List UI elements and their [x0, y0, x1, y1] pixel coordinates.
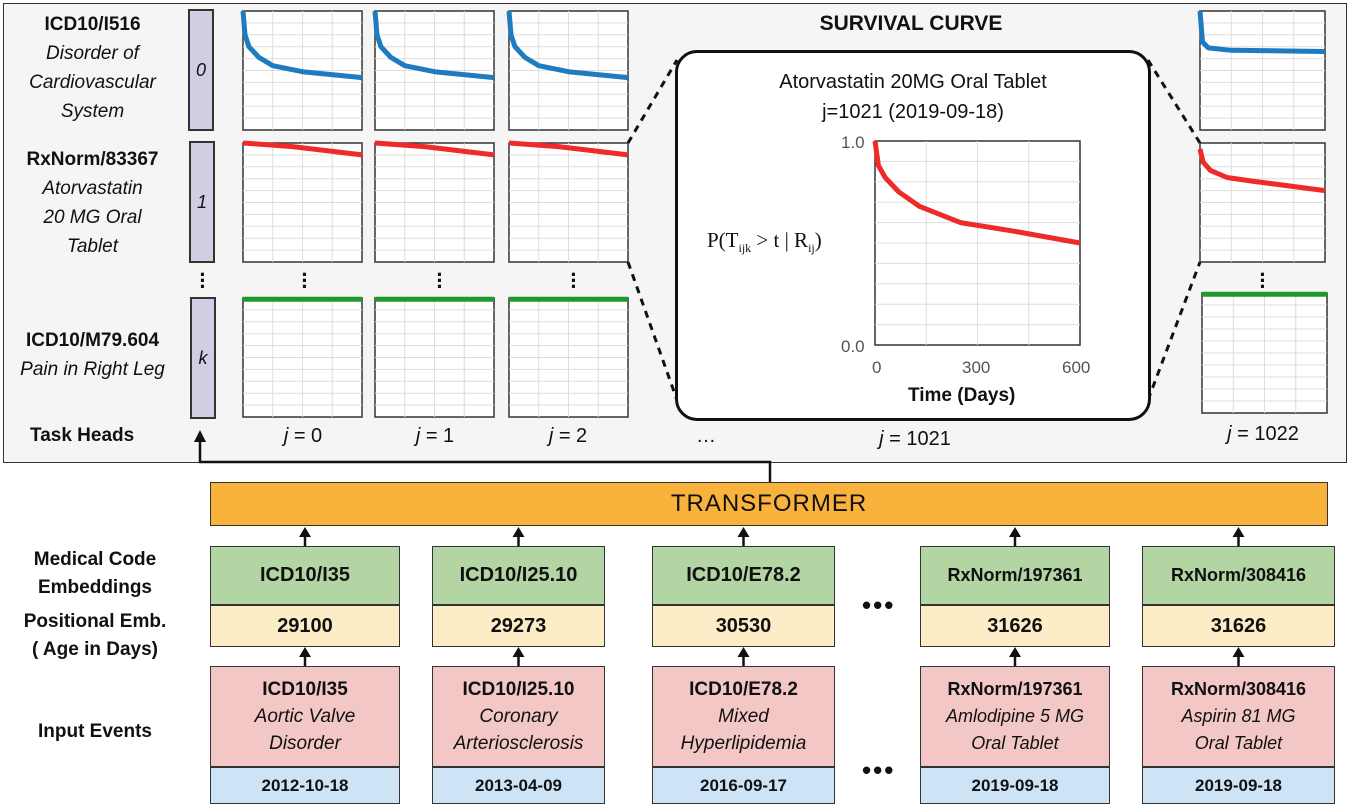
event-date: 2019-09-18	[920, 767, 1110, 804]
arrow-head	[299, 647, 311, 657]
y-axis-label: P(Tijk > t | Rij)	[707, 228, 822, 256]
embeddings-label: Medical Code Embeddings	[33, 549, 157, 598]
code: RxNorm/83367	[26, 149, 159, 170]
positional-label: Positional Emb.( Age in Days)	[23, 611, 167, 660]
positional-embedding: 29100	[210, 605, 400, 647]
arrow-head	[1232, 647, 1245, 657]
event-date: 2019-09-18	[1142, 767, 1335, 804]
detail-subtitle: j=1021 (2019-09-18)	[822, 101, 1004, 123]
x-axis-label: Time (Days)	[908, 385, 1016, 406]
desc: Pain in Right Leg	[20, 359, 165, 380]
desc: System	[60, 101, 125, 122]
desc: Disorder of	[46, 43, 139, 64]
detail-title: Atorvastatin 20MG Oral Tablet	[779, 71, 1047, 93]
survival-curve-detail: Atorvastatin 20MG Oral Tablet j=1021 (20…	[675, 50, 1151, 421]
task-head-0[interactable]: 0	[188, 9, 214, 131]
task-heads-label: Task Heads	[30, 425, 135, 446]
event-date: 2016-09-17	[652, 767, 835, 804]
arrow-head	[512, 527, 525, 537]
task-head-label-k: ICD10/M79.604 Pain in Right Leg	[0, 326, 185, 384]
ellipsis: …	[696, 425, 716, 447]
mini-chart-curve	[240, 10, 363, 81]
mini-chart-curve	[1197, 148, 1326, 194]
x-tick: 600	[1062, 358, 1091, 377]
desc: Atorvastatin	[42, 178, 143, 199]
column-label-j1021: j = 1021	[879, 428, 951, 450]
transformer-block: TRANSFORMER	[210, 482, 1328, 526]
arrow-head	[299, 527, 311, 537]
positional-embedding: 29273	[432, 605, 605, 647]
input-event: ICD10/I25.10 Coronary Arteriosclerosis	[432, 666, 605, 767]
mini-chart-curve	[1197, 10, 1326, 54]
column-label-j2: j = 2	[548, 425, 588, 447]
index: 0	[195, 59, 206, 80]
code-embedding: ICD10/I35	[210, 546, 400, 605]
task-head-k[interactable]: k	[190, 297, 216, 419]
zoom-guide-line	[1146, 59, 1202, 144]
vertical-ellipsis: · · ·	[1259, 262, 1267, 299]
input-event: RxNorm/308416 Aspirin 81 MG Oral Tablet	[1142, 666, 1335, 767]
y-tick: 0.0	[841, 337, 865, 356]
mini-chart-curve	[506, 10, 629, 81]
input-event: ICD10/E78.2 Mixed Hyperlipidemia	[652, 666, 835, 767]
event-date: 2013-04-09	[432, 767, 605, 804]
arrow-head	[512, 647, 525, 657]
arrow-head	[737, 527, 750, 537]
positional-embedding: 30530	[652, 605, 835, 647]
ellipsis: •••	[862, 590, 896, 620]
survival-curve-title: SURVIVAL CURVE	[819, 12, 1003, 35]
arrow-head	[1232, 527, 1245, 537]
code-embedding: ICD10/I25.10	[432, 546, 605, 605]
input-event: RxNorm/197361 Amlodipine 5 MG Oral Tablet	[920, 666, 1110, 767]
desc: 20 MG Oral	[43, 207, 142, 228]
task-head-label-0: ICD10/I516 Disorder of Cardiovascular Sy…	[0, 10, 185, 126]
vertical-ellipsis: · · ·	[199, 262, 207, 299]
arrow-head	[194, 430, 206, 442]
code-embedding: RxNorm/197361	[920, 546, 1110, 605]
zoom-guide-line	[1146, 261, 1202, 401]
y-tick: 1.0	[841, 133, 865, 152]
mini-chart-curve	[508, 140, 629, 158]
mini-chart-curve	[372, 10, 495, 81]
arrow-head	[1009, 647, 1021, 657]
mini-chart-curve	[374, 140, 495, 158]
vertical-ellipsis: · · ·	[301, 262, 309, 299]
inputs-label: Input Events	[37, 721, 152, 742]
code-embedding: RxNorm/308416	[1142, 546, 1335, 605]
index: 1	[196, 191, 207, 212]
code-embedding: ICD10/E78.2	[652, 546, 835, 605]
x-tick: 300	[962, 358, 991, 377]
task-head-1[interactable]: 1	[189, 141, 215, 263]
column-label-j0: j = 0	[283, 425, 323, 447]
zoom-guide-line	[626, 59, 679, 144]
desc: Tablet	[66, 236, 119, 257]
input-event: ICD10/I35 Aortic Valve Disorder	[210, 666, 400, 767]
mini-chart-curve	[242, 140, 363, 158]
arrow-head	[737, 647, 750, 657]
positional-embedding: 31626	[1142, 605, 1335, 647]
ellipsis: •••	[862, 755, 896, 785]
task-head-label-1: RxNorm/83367 Atorvastatin 20 MG Oral Tab…	[0, 145, 185, 261]
column-label-j1022: j = 1022	[1227, 423, 1299, 445]
code: ICD10/I516	[44, 14, 141, 35]
vertical-ellipsis: · · ·	[436, 262, 444, 299]
event-date: 2012-10-18	[210, 767, 400, 804]
x-tick: 0	[872, 358, 882, 377]
desc: Cardiovascular	[29, 72, 156, 93]
arrow-head	[1009, 527, 1021, 537]
column-label-j1: j = 1	[415, 425, 455, 447]
index: k	[198, 347, 208, 368]
zoom-guide-line	[626, 261, 679, 401]
vertical-ellipsis: · · ·	[570, 262, 578, 299]
code: ICD10/M79.604	[25, 330, 160, 351]
positional-embedding: 31626	[920, 605, 1110, 647]
arrow-line	[198, 440, 772, 482]
